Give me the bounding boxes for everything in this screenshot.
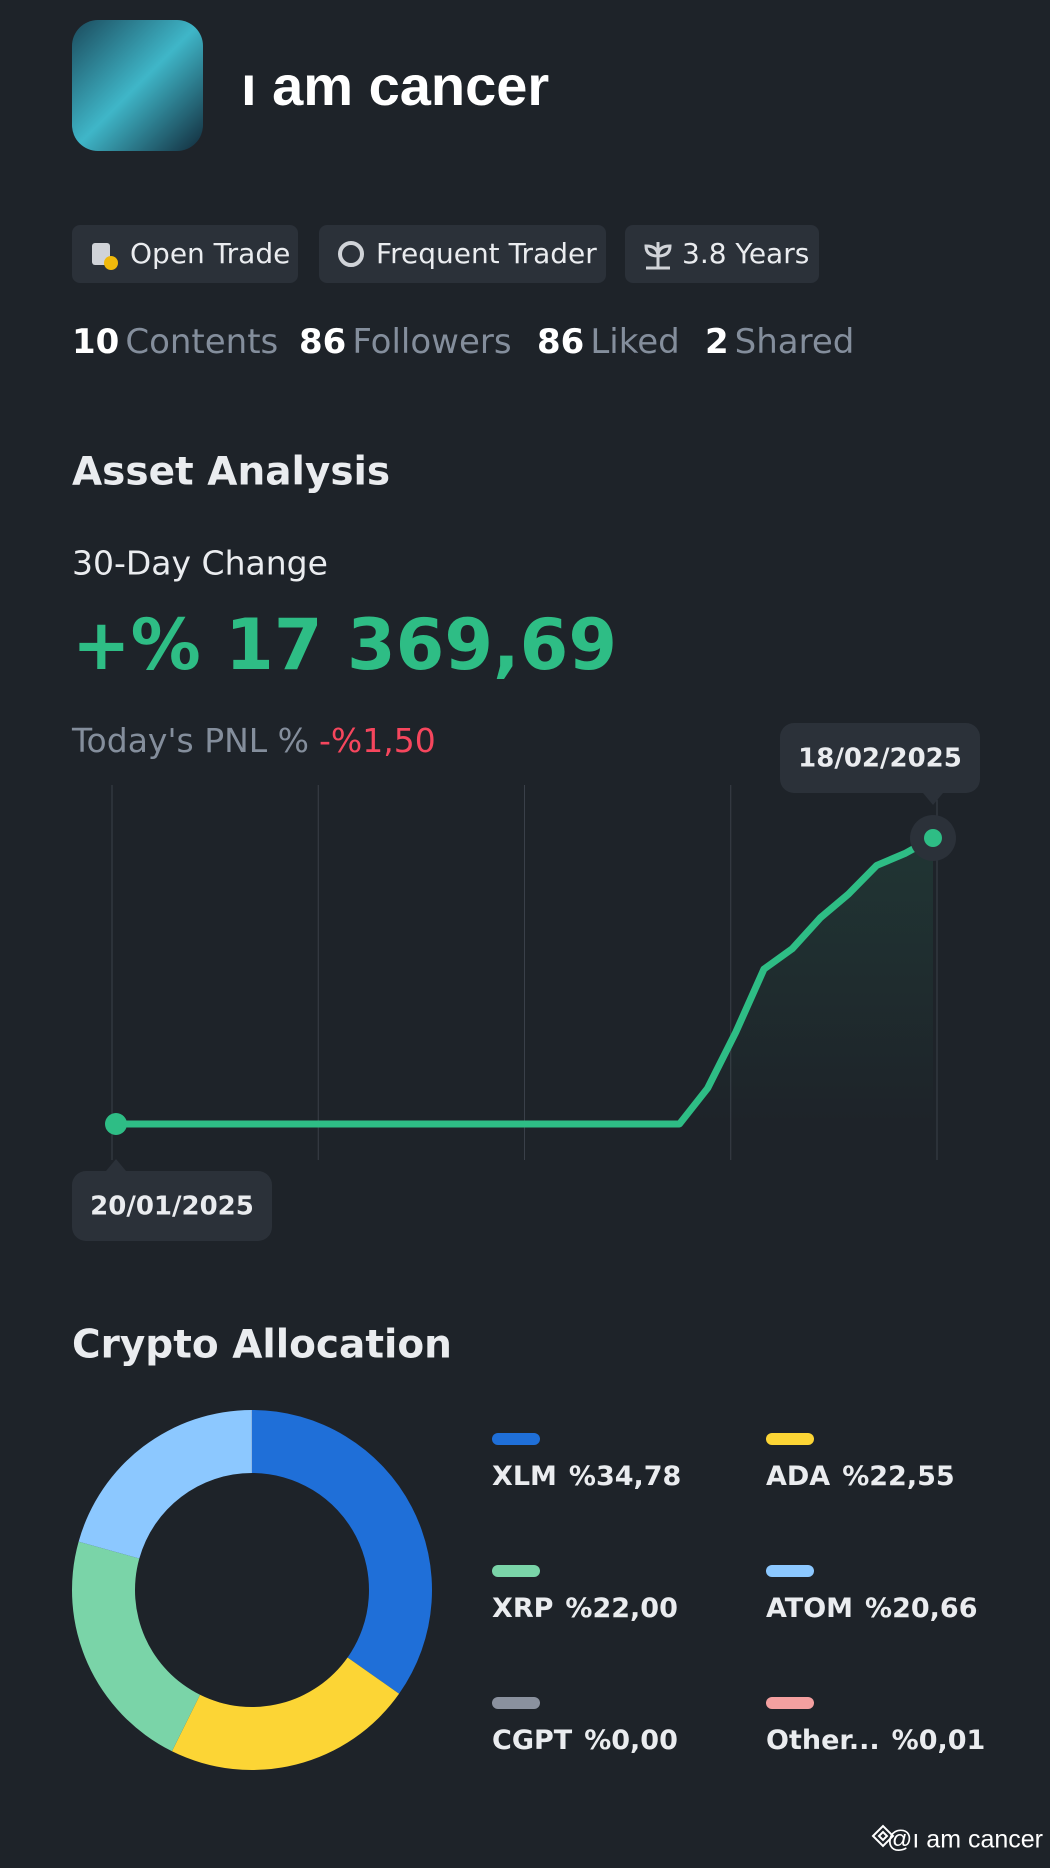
legend-entry: Other... %0,01 (766, 1725, 985, 1756)
legend-value: %0,00 (584, 1725, 678, 1756)
tooltip-arrow (106, 1159, 126, 1171)
section-title: Asset Analysis (72, 450, 390, 495)
point (924, 829, 942, 847)
tooltip-date: 20/01/2025 (90, 1192, 254, 1222)
legend-swatch (492, 1433, 540, 1445)
stat-count: 86 (299, 322, 346, 362)
legend-name: ADA (766, 1461, 830, 1492)
stat-label: Shared (735, 322, 855, 362)
legend-entry: ATOM %20,66 (766, 1593, 978, 1624)
donut-slice (72, 1542, 200, 1752)
stat-count: 2 (705, 322, 729, 362)
badge-label: Open Trade (130, 237, 290, 270)
legend-swatch (492, 1697, 540, 1709)
badge-icon (104, 256, 118, 270)
legend-name: Other... (766, 1725, 880, 1756)
legend-swatch (766, 1697, 814, 1709)
stat-label: Followers (352, 322, 511, 362)
legend-name: CGPT (492, 1725, 573, 1756)
donut-slice (172, 1657, 399, 1770)
legend-value: %0,01 (892, 1725, 986, 1756)
legend-entry: XRP %22,00 (492, 1593, 678, 1624)
legend-entry: CGPT %0,00 (492, 1725, 678, 1756)
legend-name: XLM (492, 1461, 557, 1492)
badge-label: 3.8 Years (682, 237, 809, 270)
avatar[interactable] (72, 20, 203, 151)
tooltip-arrow (923, 793, 943, 805)
pnl: Today's PNL % -%1,50 (71, 721, 436, 760)
legend-swatch (492, 1565, 540, 1577)
donut-slice (252, 1410, 432, 1694)
stat-label: Contents (125, 322, 278, 362)
section-title: Crypto Allocation (72, 1323, 452, 1368)
legend-name: XRP (492, 1593, 553, 1624)
stat-count: 86 (537, 322, 584, 362)
tooltip-date: 18/02/2025 (798, 744, 962, 774)
legend-value: %34,78 (569, 1461, 681, 1492)
legend-name: ATOM (766, 1593, 853, 1624)
legend-value: %22,00 (565, 1593, 677, 1624)
badge-label: Frequent Trader (376, 237, 597, 270)
watermark: @ı am cancer (887, 1826, 1043, 1854)
pnl-value: -%1,50 (319, 721, 436, 760)
legend-swatch (766, 1565, 814, 1577)
legend-value: %22,55 (842, 1461, 954, 1492)
legend-entry: XLM %34,78 (492, 1461, 681, 1492)
change-label: 30-Day Change (72, 544, 328, 583)
stat-count: 10 (72, 322, 119, 362)
legend-entry: ADA %22,55 (766, 1461, 955, 1492)
donut-slice (79, 1410, 252, 1559)
change-value: +% 17 369,69 (72, 604, 617, 686)
point (105, 1113, 127, 1135)
pnl-label: Today's PNL % (71, 721, 309, 760)
legend-swatch (766, 1433, 814, 1445)
user-name: ı am cancer (241, 54, 549, 117)
stat-label: Liked (590, 322, 679, 362)
legend-value: %20,66 (865, 1593, 977, 1624)
